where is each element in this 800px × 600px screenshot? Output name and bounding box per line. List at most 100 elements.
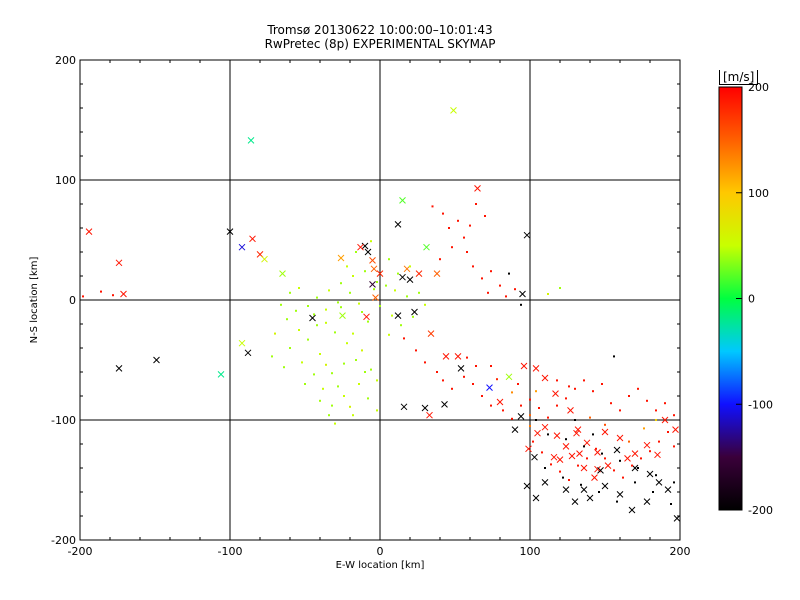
data-point-dot bbox=[379, 305, 381, 307]
data-point-cross bbox=[567, 407, 574, 414]
data-point-cross bbox=[394, 312, 402, 319]
data-point-dot bbox=[358, 302, 360, 305]
data-point-cross bbox=[532, 365, 540, 372]
data-point-cross bbox=[628, 506, 636, 514]
data-point-dot bbox=[352, 332, 354, 335]
data-point-dot bbox=[673, 414, 675, 417]
colorbar-tick-label: -200 bbox=[748, 504, 773, 517]
data-point-dot bbox=[370, 368, 372, 371]
data-point-cross bbox=[562, 486, 570, 493]
data-point-cross bbox=[664, 486, 672, 493]
data-point-dot bbox=[568, 385, 570, 388]
data-point-cross bbox=[586, 494, 594, 502]
data-point-cross bbox=[673, 515, 681, 522]
data-point-cross bbox=[226, 228, 234, 235]
data-point-dot bbox=[673, 445, 675, 448]
data-point-dot bbox=[574, 419, 576, 421]
data-point-dot bbox=[613, 469, 615, 472]
data-point-cross bbox=[394, 221, 402, 228]
data-point-cross bbox=[120, 290, 127, 298]
chart-title-line-2: RwPretec (8p) EXPERIMENTAL SKYMAP bbox=[264, 37, 496, 51]
data-point-dot bbox=[643, 427, 645, 430]
data-point-dot bbox=[400, 324, 402, 327]
data-point-dot bbox=[472, 383, 474, 385]
data-point-dot bbox=[289, 347, 291, 349]
data-point-dot bbox=[349, 291, 351, 294]
data-point-dot bbox=[511, 417, 513, 420]
data-point-dot bbox=[622, 476, 624, 479]
data-point-dot bbox=[364, 371, 366, 373]
data-point-cross bbox=[597, 467, 604, 474]
data-point-cross bbox=[457, 365, 465, 372]
data-point-cross bbox=[573, 429, 580, 437]
data-point-dot bbox=[499, 284, 501, 287]
data-point-dot bbox=[431, 205, 434, 208]
data-point-dot bbox=[367, 397, 369, 400]
data-point-dot bbox=[673, 481, 675, 484]
data-point-dot bbox=[466, 356, 468, 359]
data-point-dot bbox=[505, 295, 507, 298]
data-point-dot bbox=[592, 390, 594, 393]
data-point-dot bbox=[490, 270, 492, 273]
colorbar-unit-label: [m/s] bbox=[719, 70, 759, 85]
data-points bbox=[82, 107, 681, 522]
data-point-dot bbox=[451, 387, 453, 390]
data-point-dot bbox=[364, 270, 366, 273]
data-point-dot bbox=[544, 467, 546, 469]
data-point-dot bbox=[337, 385, 339, 388]
data-point-dot bbox=[301, 361, 303, 364]
data-point-cross bbox=[238, 243, 246, 251]
data-point-dot bbox=[520, 303, 522, 306]
data-point-dot bbox=[640, 457, 642, 460]
data-point-dot bbox=[298, 329, 300, 331]
data-point-cross bbox=[399, 197, 406, 204]
data-point-dot bbox=[319, 399, 321, 402]
data-point-cross bbox=[247, 137, 255, 144]
data-point-dot bbox=[295, 309, 297, 312]
data-point-cross bbox=[249, 235, 256, 243]
data-point-dot bbox=[664, 402, 666, 405]
data-point-dot bbox=[442, 212, 444, 215]
data-point-dot bbox=[601, 452, 603, 455]
data-point-cross bbox=[370, 265, 378, 273]
data-point-dot bbox=[649, 450, 651, 453]
data-point-dot bbox=[619, 459, 621, 462]
data-point-cross bbox=[244, 349, 252, 357]
colorbar-tick-label: 100 bbox=[748, 187, 769, 200]
data-point-dot bbox=[376, 281, 378, 283]
data-point-dot bbox=[667, 431, 669, 433]
data-point-dot bbox=[451, 246, 453, 249]
data-point-cross bbox=[616, 491, 624, 498]
data-point-cross bbox=[372, 294, 379, 301]
data-point-dot bbox=[589, 416, 591, 419]
data-point-cross bbox=[427, 330, 435, 337]
plot-area bbox=[79, 59, 681, 541]
data-point-cross bbox=[376, 270, 384, 277]
data-point-dot bbox=[550, 463, 552, 466]
data-point-dot bbox=[583, 445, 585, 448]
data-point-cross bbox=[672, 426, 679, 433]
data-point-cross bbox=[450, 107, 457, 114]
data-point-dot bbox=[652, 491, 654, 493]
data-point-dot bbox=[355, 359, 357, 361]
data-point-cross bbox=[153, 356, 160, 364]
data-point-cross bbox=[594, 449, 601, 456]
data-point-dot bbox=[511, 391, 513, 394]
data-point-cross bbox=[363, 313, 370, 321]
data-point-dot bbox=[475, 203, 477, 205]
data-point-dot bbox=[271, 355, 273, 358]
data-point-dot bbox=[514, 288, 516, 291]
data-point-dot bbox=[319, 353, 321, 355]
data-point-dot bbox=[547, 293, 549, 295]
data-point-cross bbox=[616, 434, 624, 442]
data-point-dot bbox=[586, 457, 588, 460]
data-point-dot bbox=[397, 272, 399, 275]
data-point-cross bbox=[601, 482, 609, 490]
data-point-dot bbox=[598, 491, 600, 493]
data-point-dot bbox=[424, 361, 426, 364]
data-point-dot bbox=[463, 236, 465, 239]
data-point-dot bbox=[274, 332, 276, 335]
data-point-dot bbox=[334, 331, 336, 334]
data-point-cross bbox=[486, 384, 493, 391]
data-point-cross bbox=[541, 423, 549, 431]
